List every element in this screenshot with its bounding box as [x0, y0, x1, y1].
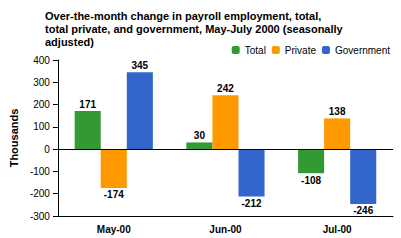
svg-text:-246: -246 [353, 205, 373, 216]
svg-text:345: 345 [131, 60, 148, 71]
svg-text:30: 30 [194, 130, 206, 141]
svg-text:-212: -212 [242, 198, 262, 209]
svg-text:Total: Total [245, 45, 266, 56]
svg-text:Jul-00: Jul-00 [323, 224, 352, 235]
svg-text:-100: -100 [30, 166, 50, 177]
svg-text:Jun-00: Jun-00 [209, 224, 242, 235]
svg-text:100: 100 [33, 121, 50, 132]
svg-text:Over-the-month change in payro: Over-the-month change in payroll employm… [45, 10, 321, 22]
svg-text:-300: -300 [30, 211, 50, 222]
svg-text:0: 0 [44, 144, 50, 155]
svg-text:-174: -174 [104, 189, 124, 200]
svg-text:200: 200 [33, 99, 50, 110]
svg-text:138: 138 [329, 106, 346, 117]
svg-text:-200: -200 [30, 188, 50, 199]
svg-text:Government: Government [335, 45, 390, 56]
svg-text:171: 171 [79, 99, 96, 110]
svg-text:Thousands: Thousands [8, 109, 20, 168]
svg-text:242: 242 [217, 83, 234, 94]
svg-text:300: 300 [33, 77, 50, 88]
svg-text:adjusted): adjusted) [45, 36, 94, 48]
svg-text:May-00: May-00 [97, 224, 131, 235]
svg-text:Private: Private [285, 45, 317, 56]
svg-text:-108: -108 [301, 175, 321, 186]
svg-text:400: 400 [33, 55, 50, 66]
svg-text:total private, and government,: total private, and government, May-July … [45, 23, 344, 35]
